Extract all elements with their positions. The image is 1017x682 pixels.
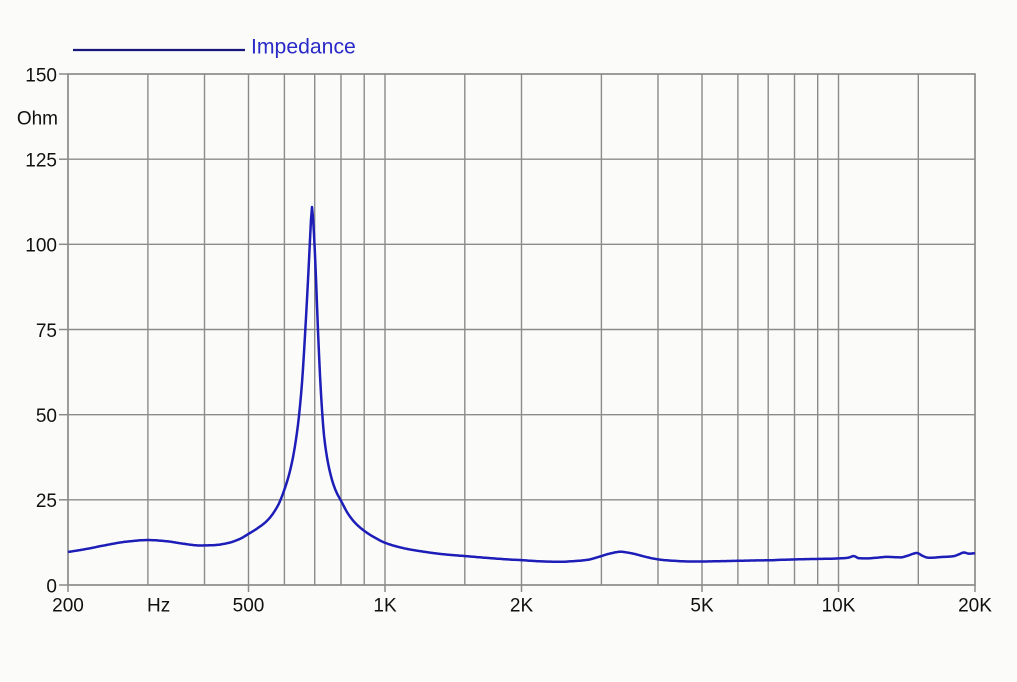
svg-text:Ohm: Ohm <box>17 108 58 129</box>
svg-text:2K: 2K <box>510 596 534 617</box>
svg-text:150: 150 <box>25 65 57 86</box>
svg-text:1K: 1K <box>373 596 397 617</box>
svg-text:75: 75 <box>36 321 57 342</box>
svg-text:100: 100 <box>25 236 57 257</box>
svg-text:500: 500 <box>233 596 265 617</box>
svg-text:125: 125 <box>25 151 57 172</box>
svg-text:25: 25 <box>36 491 57 512</box>
svg-text:20K: 20K <box>958 596 992 617</box>
svg-text:200: 200 <box>52 596 84 617</box>
svg-text:50: 50 <box>36 406 57 427</box>
svg-text:10K: 10K <box>822 596 856 617</box>
svg-text:5K: 5K <box>690 596 714 617</box>
svg-text:Impedance: Impedance <box>251 36 356 59</box>
svg-text:Hz: Hz <box>147 596 170 617</box>
svg-text:0: 0 <box>46 576 57 597</box>
